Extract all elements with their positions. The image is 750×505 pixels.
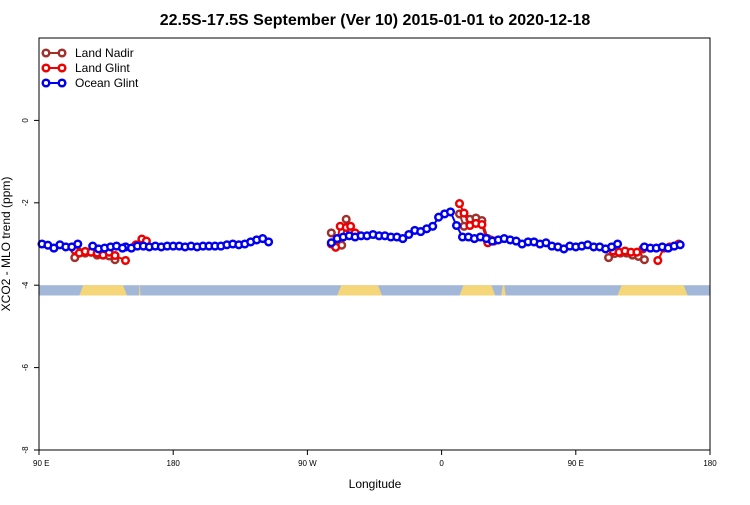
x-axis-label: Longitude xyxy=(349,477,402,491)
data-point xyxy=(445,207,456,217)
x-tick-label: 90 W xyxy=(298,459,317,468)
y-tick-label: -4 xyxy=(21,281,30,289)
land-band-segment xyxy=(459,285,496,296)
legend-marker xyxy=(57,78,67,88)
x-tick-label: 180 xyxy=(167,459,181,468)
land-band-segment xyxy=(79,285,127,296)
legend-item: Land Glint xyxy=(41,61,130,75)
data-point xyxy=(326,228,336,238)
y-axis-label: XCO2 - MLO trend (ppm) xyxy=(0,177,13,312)
land-band-segment xyxy=(501,285,506,296)
series-layer xyxy=(37,199,685,266)
legend-label: Ocean Glint xyxy=(75,76,139,90)
data-point xyxy=(653,255,663,266)
legend-item: Ocean Glint xyxy=(41,76,139,90)
data-point xyxy=(264,237,274,247)
chart-title: 22.5S-17.5S September (Ver 10) 2015-01-0… xyxy=(160,12,591,29)
x-tick-label: 180 xyxy=(703,459,717,468)
data-point xyxy=(398,234,408,244)
legend-label: Land Glint xyxy=(75,61,130,75)
legend-marker xyxy=(41,48,51,58)
x-tick-label: 0 xyxy=(439,459,444,468)
data-point xyxy=(73,239,83,249)
x-axis: 90 E 180 90 W 0 90 E 180 xyxy=(33,450,717,468)
y-axis: 0 -2 -4 -6 -8 xyxy=(21,118,39,454)
data-point xyxy=(346,221,356,231)
plot-frame xyxy=(38,37,711,451)
y-tick-label: -8 xyxy=(21,446,30,454)
data-point xyxy=(613,239,623,249)
y-tick-label: -6 xyxy=(21,363,30,371)
legend-marker xyxy=(41,78,51,88)
land-band-segment xyxy=(138,285,141,296)
data-point xyxy=(459,208,469,218)
land-band-segment xyxy=(617,285,688,296)
x-tick-label: 90 E xyxy=(33,459,49,468)
data-point xyxy=(404,229,414,240)
data-point xyxy=(110,250,120,261)
data-point xyxy=(477,220,487,230)
legend-marker xyxy=(41,63,51,73)
legend-marker xyxy=(57,48,67,58)
data-point xyxy=(326,238,336,248)
data-point xyxy=(428,221,438,231)
land-ocean-band xyxy=(39,285,710,296)
y-tick-label: 0 xyxy=(21,118,30,123)
data-point xyxy=(604,253,614,263)
land-band-segment xyxy=(337,285,382,296)
x-tick-label: 90 E xyxy=(568,459,584,468)
y-tick-label: -2 xyxy=(21,199,30,207)
legend-marker xyxy=(57,63,67,73)
data-point xyxy=(675,240,685,250)
data-point xyxy=(120,255,131,266)
data-point xyxy=(117,243,128,253)
data-point xyxy=(454,199,465,209)
data-point xyxy=(639,255,649,265)
legend-item: Land Nadir xyxy=(41,46,134,60)
data-point xyxy=(451,220,462,231)
series-ocean-glint xyxy=(37,207,685,254)
data-point xyxy=(341,214,351,224)
legend-label: Land Nadir xyxy=(75,46,134,60)
